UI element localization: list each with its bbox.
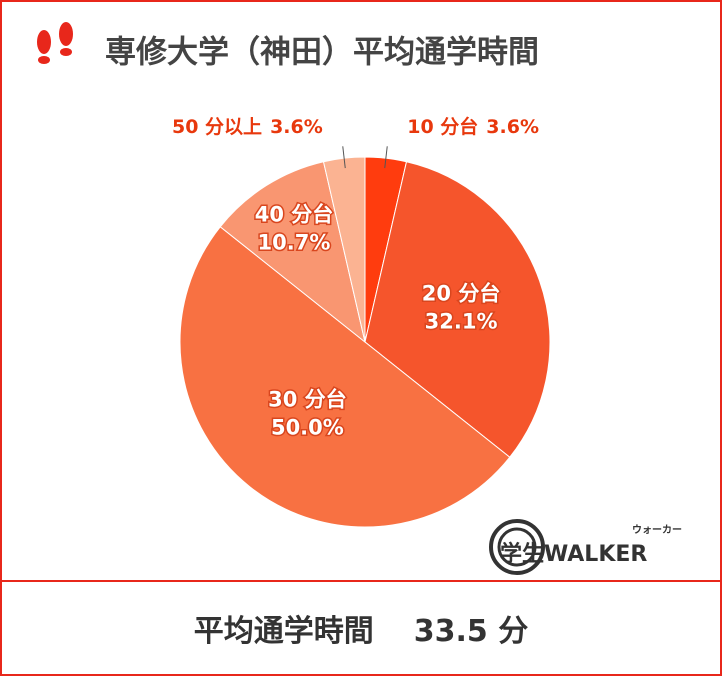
- category-label: 50 分以上: [172, 116, 262, 138]
- footer-value: 33.5 分: [413, 614, 529, 649]
- pie-slice: [219, 161, 366, 344]
- category-label: 10 分台: [407, 115, 478, 138]
- leader-line: [342, 146, 346, 169]
- value-label: 3.6%: [486, 116, 539, 138]
- footprint-icon: [37, 22, 73, 64]
- footer-label: 平均通学時間: [193, 614, 374, 649]
- category-label: 40 分台: [255, 202, 334, 226]
- logo: 学生WALKER ウォーカー: [489, 519, 682, 575]
- chart: 専修大学（神田）平均通学時間 学生WALKER ウォーカー 10 分台 3.6% 2…: [37, 22, 682, 575]
- slice-label: 50 分以上 3.6%: [172, 116, 323, 138]
- value-label: 32.1%: [425, 309, 498, 333]
- footer: 平均通学時間 33.5 分: [2, 580, 720, 674]
- leader-line: [384, 146, 388, 169]
- value-label: 3.6%: [270, 116, 323, 138]
- value-label: 10.7%: [258, 230, 331, 254]
- chart-title: 専修大学（神田）平均通学時間: [105, 35, 539, 71]
- category-label: 20 分台: [422, 281, 501, 305]
- pie-slice: [364, 161, 551, 458]
- pie-slice: [179, 226, 511, 528]
- slice-label: 10 分台 3.6%: [407, 115, 539, 138]
- category-label: 30 分台: [268, 387, 347, 411]
- logo-kana: ウォーカー: [632, 524, 682, 536]
- value-label: 50.0%: [271, 415, 344, 439]
- logo-text: 学生WALKER: [500, 541, 647, 567]
